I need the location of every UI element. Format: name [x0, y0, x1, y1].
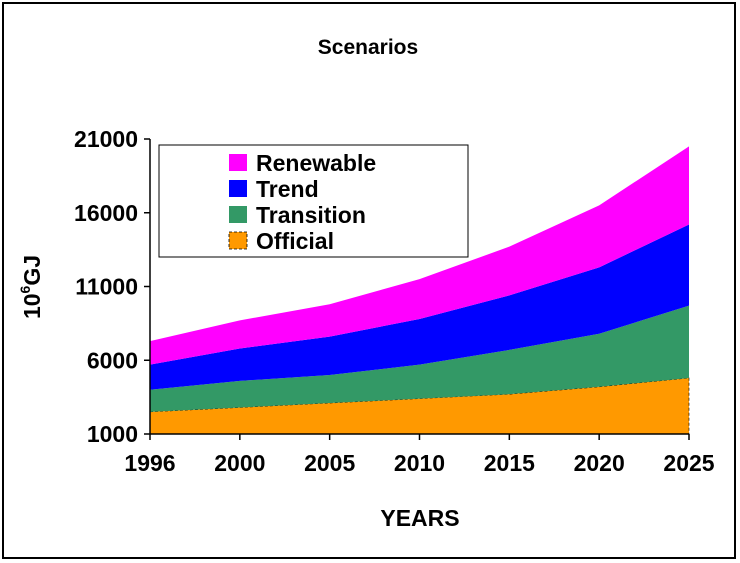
y-axis-label-base: 10	[19, 293, 45, 319]
y-axis-label-exponent: 6	[17, 285, 33, 293]
x-tick-labels: 1996 2000 2005 2010 2015 2020 2025	[124, 434, 715, 476]
y-axis-label-unit: GJ	[19, 255, 45, 286]
legend-swatch-trend	[229, 180, 247, 197]
y-tick-label: 6000	[87, 347, 138, 373]
legend-swatch-renewable	[229, 154, 247, 171]
x-tick-label: 2005	[304, 450, 355, 476]
area-transition	[150, 305, 689, 412]
legend-swatch-transition	[229, 206, 247, 223]
legend-label-official: Official	[256, 228, 334, 254]
y-axis-label: 106GJ	[17, 255, 45, 319]
legend-label-trend: Trend	[256, 176, 319, 202]
y-tick-label: 1000	[87, 421, 138, 447]
legend-box	[158, 144, 469, 258]
y-tick-label: 11000	[75, 274, 138, 300]
area-series-group	[149, 146, 690, 435]
area-trend	[150, 224, 689, 390]
y-tick-label: 16000	[74, 200, 138, 226]
x-tick-label: 2015	[484, 450, 535, 476]
legend-swatch-official	[228, 231, 248, 250]
area-renewable	[150, 146, 689, 365]
x-tick-label: 2020	[574, 450, 625, 476]
x-tick-label: 2025	[663, 450, 714, 476]
legend-label-renewable: Renewable	[256, 150, 376, 176]
legend-label-transition: Transition	[256, 202, 366, 228]
x-tick-label: 2010	[394, 450, 445, 476]
y-tick-labels: 1000 6000 11000 16000 21000	[74, 126, 150, 447]
x-tick-label: 1996	[124, 450, 175, 476]
x-axis-label: YEARS	[380, 505, 459, 531]
y-tick-label: 21000	[74, 126, 138, 152]
chart-title: Scenarios	[318, 36, 418, 59]
x-tick-label: 2000	[214, 450, 265, 476]
